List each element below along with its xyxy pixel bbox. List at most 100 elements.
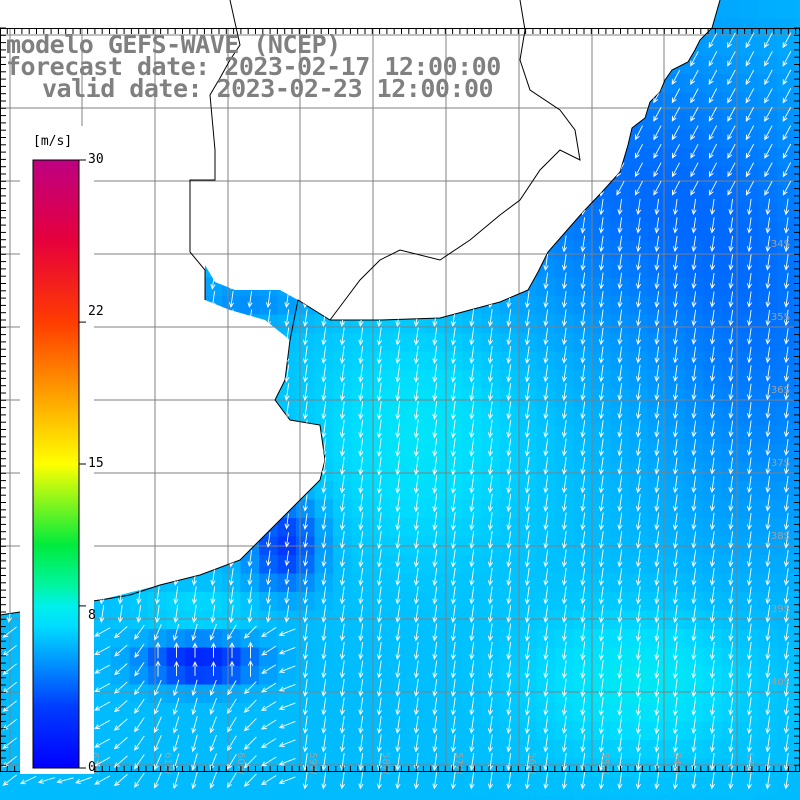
wind-arrow xyxy=(654,328,660,345)
field-cell xyxy=(666,0,686,20)
field-cell xyxy=(259,795,279,800)
wind-arrow xyxy=(6,327,12,346)
field-cell xyxy=(203,629,223,649)
wind-arrow xyxy=(136,235,142,253)
field-cell xyxy=(629,777,649,797)
wind-arrow xyxy=(783,494,789,512)
field-cell xyxy=(259,333,279,353)
field-cell xyxy=(795,407,800,427)
field-cell xyxy=(518,222,538,242)
wind-arrow xyxy=(247,198,253,216)
wind-arrow xyxy=(708,162,717,178)
field-cell xyxy=(92,203,112,223)
field-cell xyxy=(499,425,519,445)
wind-arrow xyxy=(136,161,142,179)
field-cell xyxy=(499,703,519,723)
wind-arrow xyxy=(469,382,475,402)
wind-arrow xyxy=(228,401,234,420)
field-cell xyxy=(92,222,112,242)
wind-arrow xyxy=(376,31,382,50)
wind-arrow xyxy=(543,456,549,476)
wind-arrow xyxy=(709,346,716,364)
field-cell xyxy=(37,0,57,20)
wind-arrow xyxy=(782,32,792,49)
wind-arrow xyxy=(708,143,717,159)
field-cell xyxy=(573,37,593,57)
field-cell xyxy=(721,0,741,20)
field-cell xyxy=(462,111,482,131)
wind-arrow xyxy=(247,457,253,475)
wind-arrow xyxy=(524,401,530,420)
wind-arrow xyxy=(561,420,567,438)
wind-arrow xyxy=(321,161,327,179)
wind-arrow xyxy=(173,216,179,235)
wind-arrow xyxy=(321,253,327,272)
field-cell xyxy=(148,592,168,612)
wind-arrow xyxy=(432,142,438,161)
field-cell xyxy=(129,370,149,390)
wind-arrow xyxy=(487,475,493,494)
wind-arrow xyxy=(561,198,568,216)
field-cell xyxy=(240,185,260,205)
field-cell xyxy=(499,259,519,279)
wind-arrow xyxy=(543,383,549,401)
wind-arrow xyxy=(728,512,734,531)
lat-label: 38S xyxy=(771,531,790,542)
wind-arrow xyxy=(117,549,123,568)
wind-arrow xyxy=(136,457,142,475)
wind-arrow xyxy=(691,401,697,420)
field-cell xyxy=(592,795,612,800)
field-cell xyxy=(203,425,223,445)
wind-arrow xyxy=(617,254,623,271)
wind-arrow xyxy=(616,51,625,67)
field-cell xyxy=(647,684,667,704)
wind-arrow xyxy=(598,143,605,160)
field-cell xyxy=(795,55,800,75)
field-cell xyxy=(407,222,427,242)
wind-arrow xyxy=(395,327,401,346)
field-cell xyxy=(222,518,242,538)
field-cell xyxy=(721,166,741,186)
wind-arrow xyxy=(672,383,679,401)
wind-arrow xyxy=(99,549,105,568)
wind-arrow xyxy=(173,364,179,383)
wind-arrow xyxy=(358,327,364,346)
field-cell xyxy=(536,740,556,760)
wind-arrow xyxy=(617,364,623,383)
wind-arrow xyxy=(117,309,123,327)
wind-arrow xyxy=(210,327,216,346)
wind-arrow xyxy=(191,124,197,142)
field-cell xyxy=(518,407,538,427)
wind-arrow xyxy=(173,494,179,512)
field-cell xyxy=(684,758,704,778)
field-cell xyxy=(92,351,112,371)
wind-arrow xyxy=(450,382,456,402)
field-cell xyxy=(536,55,556,75)
field-cell xyxy=(536,185,556,205)
wind-arrow xyxy=(191,272,197,290)
field-cell xyxy=(222,370,242,390)
wind-arrow xyxy=(671,88,681,104)
wind-arrow xyxy=(728,365,734,382)
field-cell xyxy=(407,333,427,353)
wind-arrow xyxy=(691,512,697,531)
wind-arrow xyxy=(580,420,586,438)
field-cell xyxy=(240,333,260,353)
field-cell xyxy=(296,111,316,131)
wind-arrow xyxy=(395,364,401,383)
field-cell xyxy=(499,407,519,427)
wind-arrow xyxy=(487,179,494,198)
field-cell xyxy=(203,795,223,800)
field-cell xyxy=(703,185,723,205)
wind-arrow xyxy=(783,402,790,419)
wind-arrow xyxy=(765,512,771,531)
field-cell xyxy=(222,333,242,353)
graticule xyxy=(0,28,800,772)
field-cell xyxy=(462,166,482,186)
field-cell xyxy=(499,647,519,667)
wind-arrow xyxy=(654,475,660,494)
wind-arrow xyxy=(173,290,179,309)
field-cell xyxy=(721,148,741,168)
field-cell xyxy=(536,647,556,667)
field-cell xyxy=(758,795,778,800)
